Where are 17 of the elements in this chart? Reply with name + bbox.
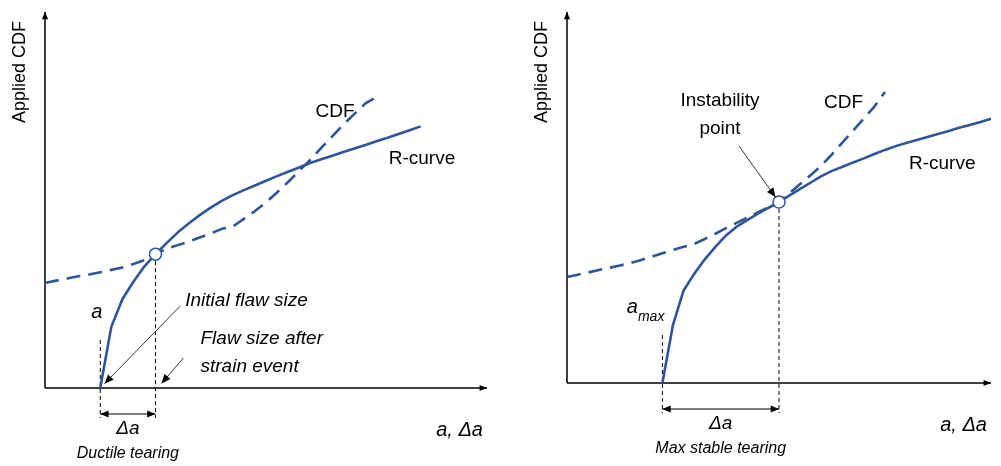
y-axis-title: Applied CDF xyxy=(9,20,29,124)
series-label: R-curve xyxy=(909,151,976,173)
series-label: R-curve xyxy=(388,147,456,169)
series-label: CDF xyxy=(823,91,863,112)
series-label: CDF xyxy=(315,100,355,121)
annotation: Instability point xyxy=(680,89,761,138)
annotation: a$_{max}$ xyxy=(626,295,666,324)
text: Δa xyxy=(708,412,733,433)
y-axis-title: Applied CDF xyxy=(531,20,551,124)
annotation: a xyxy=(91,300,103,322)
x-axis-title: a, Δa xyxy=(436,418,483,440)
annotation: Flaw size after strain event xyxy=(200,327,324,376)
text: Δa xyxy=(115,417,140,438)
text: Ductile tearing xyxy=(76,444,180,461)
x-axis-title: a, Δa xyxy=(940,413,987,435)
text: Max stable tearing xyxy=(655,439,787,456)
annotation: Initial flaw size xyxy=(185,289,308,310)
